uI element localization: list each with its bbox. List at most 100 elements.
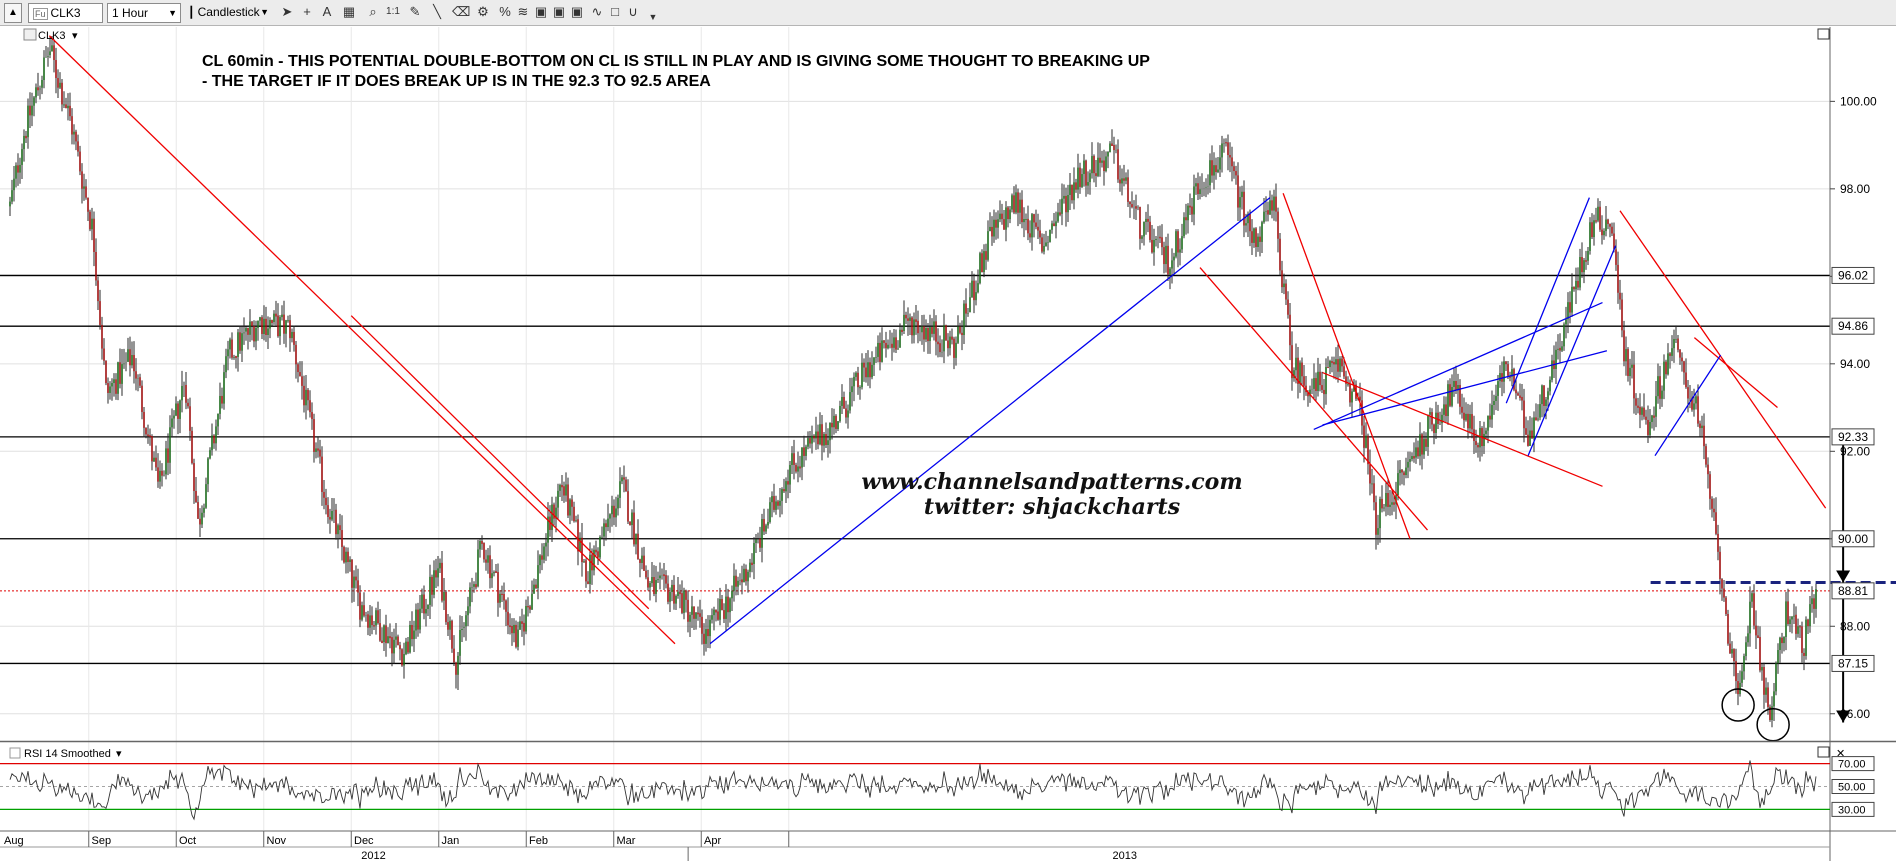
image-icon[interactable]: ▣ [552,4,566,19]
price-label: 88.81 [1838,584,1868,598]
horizontal-levels [0,274,1830,665]
text-tool-icon[interactable]: A [322,4,332,19]
month-label: Nov [267,835,287,847]
month-label: Jan [442,835,460,847]
chart-style-value: Candlestick [197,5,260,19]
price-label-box [1831,582,1875,600]
symbol-legend[interactable]: CLK3 ▾ [23,28,78,42]
price-grid [0,27,1830,830]
image-icon[interactable]: ▣ [534,4,548,19]
one-to-one-icon[interactable]: 1:1 [386,6,400,17]
rsi-level-label: 50.00 [1838,782,1866,794]
price-label: 94.86 [1838,319,1868,333]
price-label: 87.15 [1838,656,1868,670]
red-trendline [1282,192,1411,540]
magnet-icon[interactable]: ∪ [628,4,638,19]
wave-icon[interactable]: ∿ [591,4,603,19]
month-label: Dec [354,835,374,847]
eraser-icon[interactable]: ⌫ [452,4,471,19]
image-icon[interactable]: ▣ [570,4,584,19]
symbol-legend-icon [23,28,37,41]
arrow-head [1836,710,1851,723]
red-trendline [1693,337,1778,409]
symbol-input[interactable]: Fu CLK3 [28,3,103,23]
rsi-level-box [1831,779,1875,794]
price-label: 92.33 [1838,430,1868,444]
chevron-down-icon: ▼ [168,8,177,18]
price-tick-label: 94.00 [1840,357,1870,371]
collapse-icon[interactable]: ▲ [4,3,22,23]
watermark-url: www.channelsandpatterns.com [861,469,1242,495]
channel-icon[interactable]: ≋ [517,4,529,19]
month-label: Mar [617,835,636,847]
rsi-legend-label: RSI 14 Smoothed [24,748,111,760]
rectangle-icon[interactable]: □ [611,4,619,19]
symbol-type-icon: Fu [33,8,48,20]
blue-trendline [1527,245,1617,456]
year-label: 2012 [361,850,385,861]
chart-background [0,27,1896,861]
interval-select[interactable]: 1 Hour ▼ [107,3,181,23]
interval-value: 1 Hour [112,6,149,20]
red-trendline [48,35,676,645]
price-label: 90.00 [1838,532,1868,546]
grid-icon[interactable]: ▦ [342,4,356,19]
year-label: 2013 [1113,850,1137,861]
red-trendline [1619,210,1827,509]
red-trendline [1199,267,1428,531]
price-tick-label: 86.00 [1840,707,1870,721]
zoom-icon[interactable]: ⌕ [369,4,377,19]
symbol-legend-label: CLK3 [38,30,66,42]
chevron-down-icon: ▼ [260,7,269,17]
blue-trendline [1322,350,1608,426]
chevron-down-icon: ▾ [72,30,78,42]
price-label-box [1831,266,1875,284]
annotation-line-1: CL 60min - THIS POTENTIAL DOUBLE-BOTTOM … [202,53,1150,70]
arrow-head [1836,570,1851,583]
rsi-level-box [1831,801,1875,817]
rsi-legend-icon [9,747,21,759]
month-label: Apr [704,835,721,847]
maximize-icon[interactable] [1817,28,1830,40]
candlestick-icon: ┃ [188,7,195,19]
month-label: Sep [92,835,112,847]
close-icon[interactable]: ✕ [1836,748,1845,760]
red-trendline [1322,371,1603,487]
rsi-level-label: 30.00 [1838,804,1866,816]
annotations [1650,431,1896,742]
chart-toolbar: ▲ Fu CLK3 1 Hour ▼ ┃ Candlestick ▼ ➤ + A ▦ ⌕… [0,0,1896,26]
rsi-line [9,760,1817,821]
price-label-box [1831,428,1875,446]
price-label: 96.02 [1838,268,1868,282]
blue-trendline [709,197,1271,645]
month-label: Aug [4,835,24,847]
price-tick-label: 98.00 [1840,182,1870,196]
candles [9,36,1817,728]
blue-trendline [1505,197,1590,404]
rsi-legend[interactable]: RSI 14 Smoothed ▾ [9,747,122,760]
fib-icon[interactable]: % [499,4,511,19]
trendlines [48,35,1827,645]
pattern-icon[interactable]: ⚙ [477,4,489,19]
blue-trendline [1313,301,1603,431]
symbol-value: CLK3 [50,6,81,20]
price-axis: 86.0088.0090.0092.0094.0096.0098.00100.0… [0,27,1896,861]
watermark-twitter: twitter: shjackcharts [924,494,1180,520]
crosshair-icon[interactable]: + [303,4,311,19]
red-trendline [350,315,650,610]
price-label-box [1831,530,1875,548]
price-label-box [1831,654,1875,672]
restore-icon[interactable] [1817,746,1830,758]
price-tick-label: 100.00 [1840,94,1877,108]
time-axis: Aug Sep Oct Nov Dec Jan Feb Mar Apr 2012 2013 [0,830,1896,861]
line-tool-icon[interactable]: ╲ [433,4,441,19]
more-icon[interactable]: ▼ [648,12,658,22]
pointer-icon[interactable]: ➤ [281,4,293,19]
double-bottom-circle [1721,688,1755,722]
annotation-line-2: - THE TARGET IF IT DOES BREAK UP IS IN T… [202,73,711,90]
price-label-box [1831,317,1875,335]
price-tick-label: 88.00 [1840,619,1870,633]
chart-style-select[interactable]: ┃ Candlestick ▼ [188,3,272,23]
measure-icon[interactable]: ✎ [409,4,421,19]
